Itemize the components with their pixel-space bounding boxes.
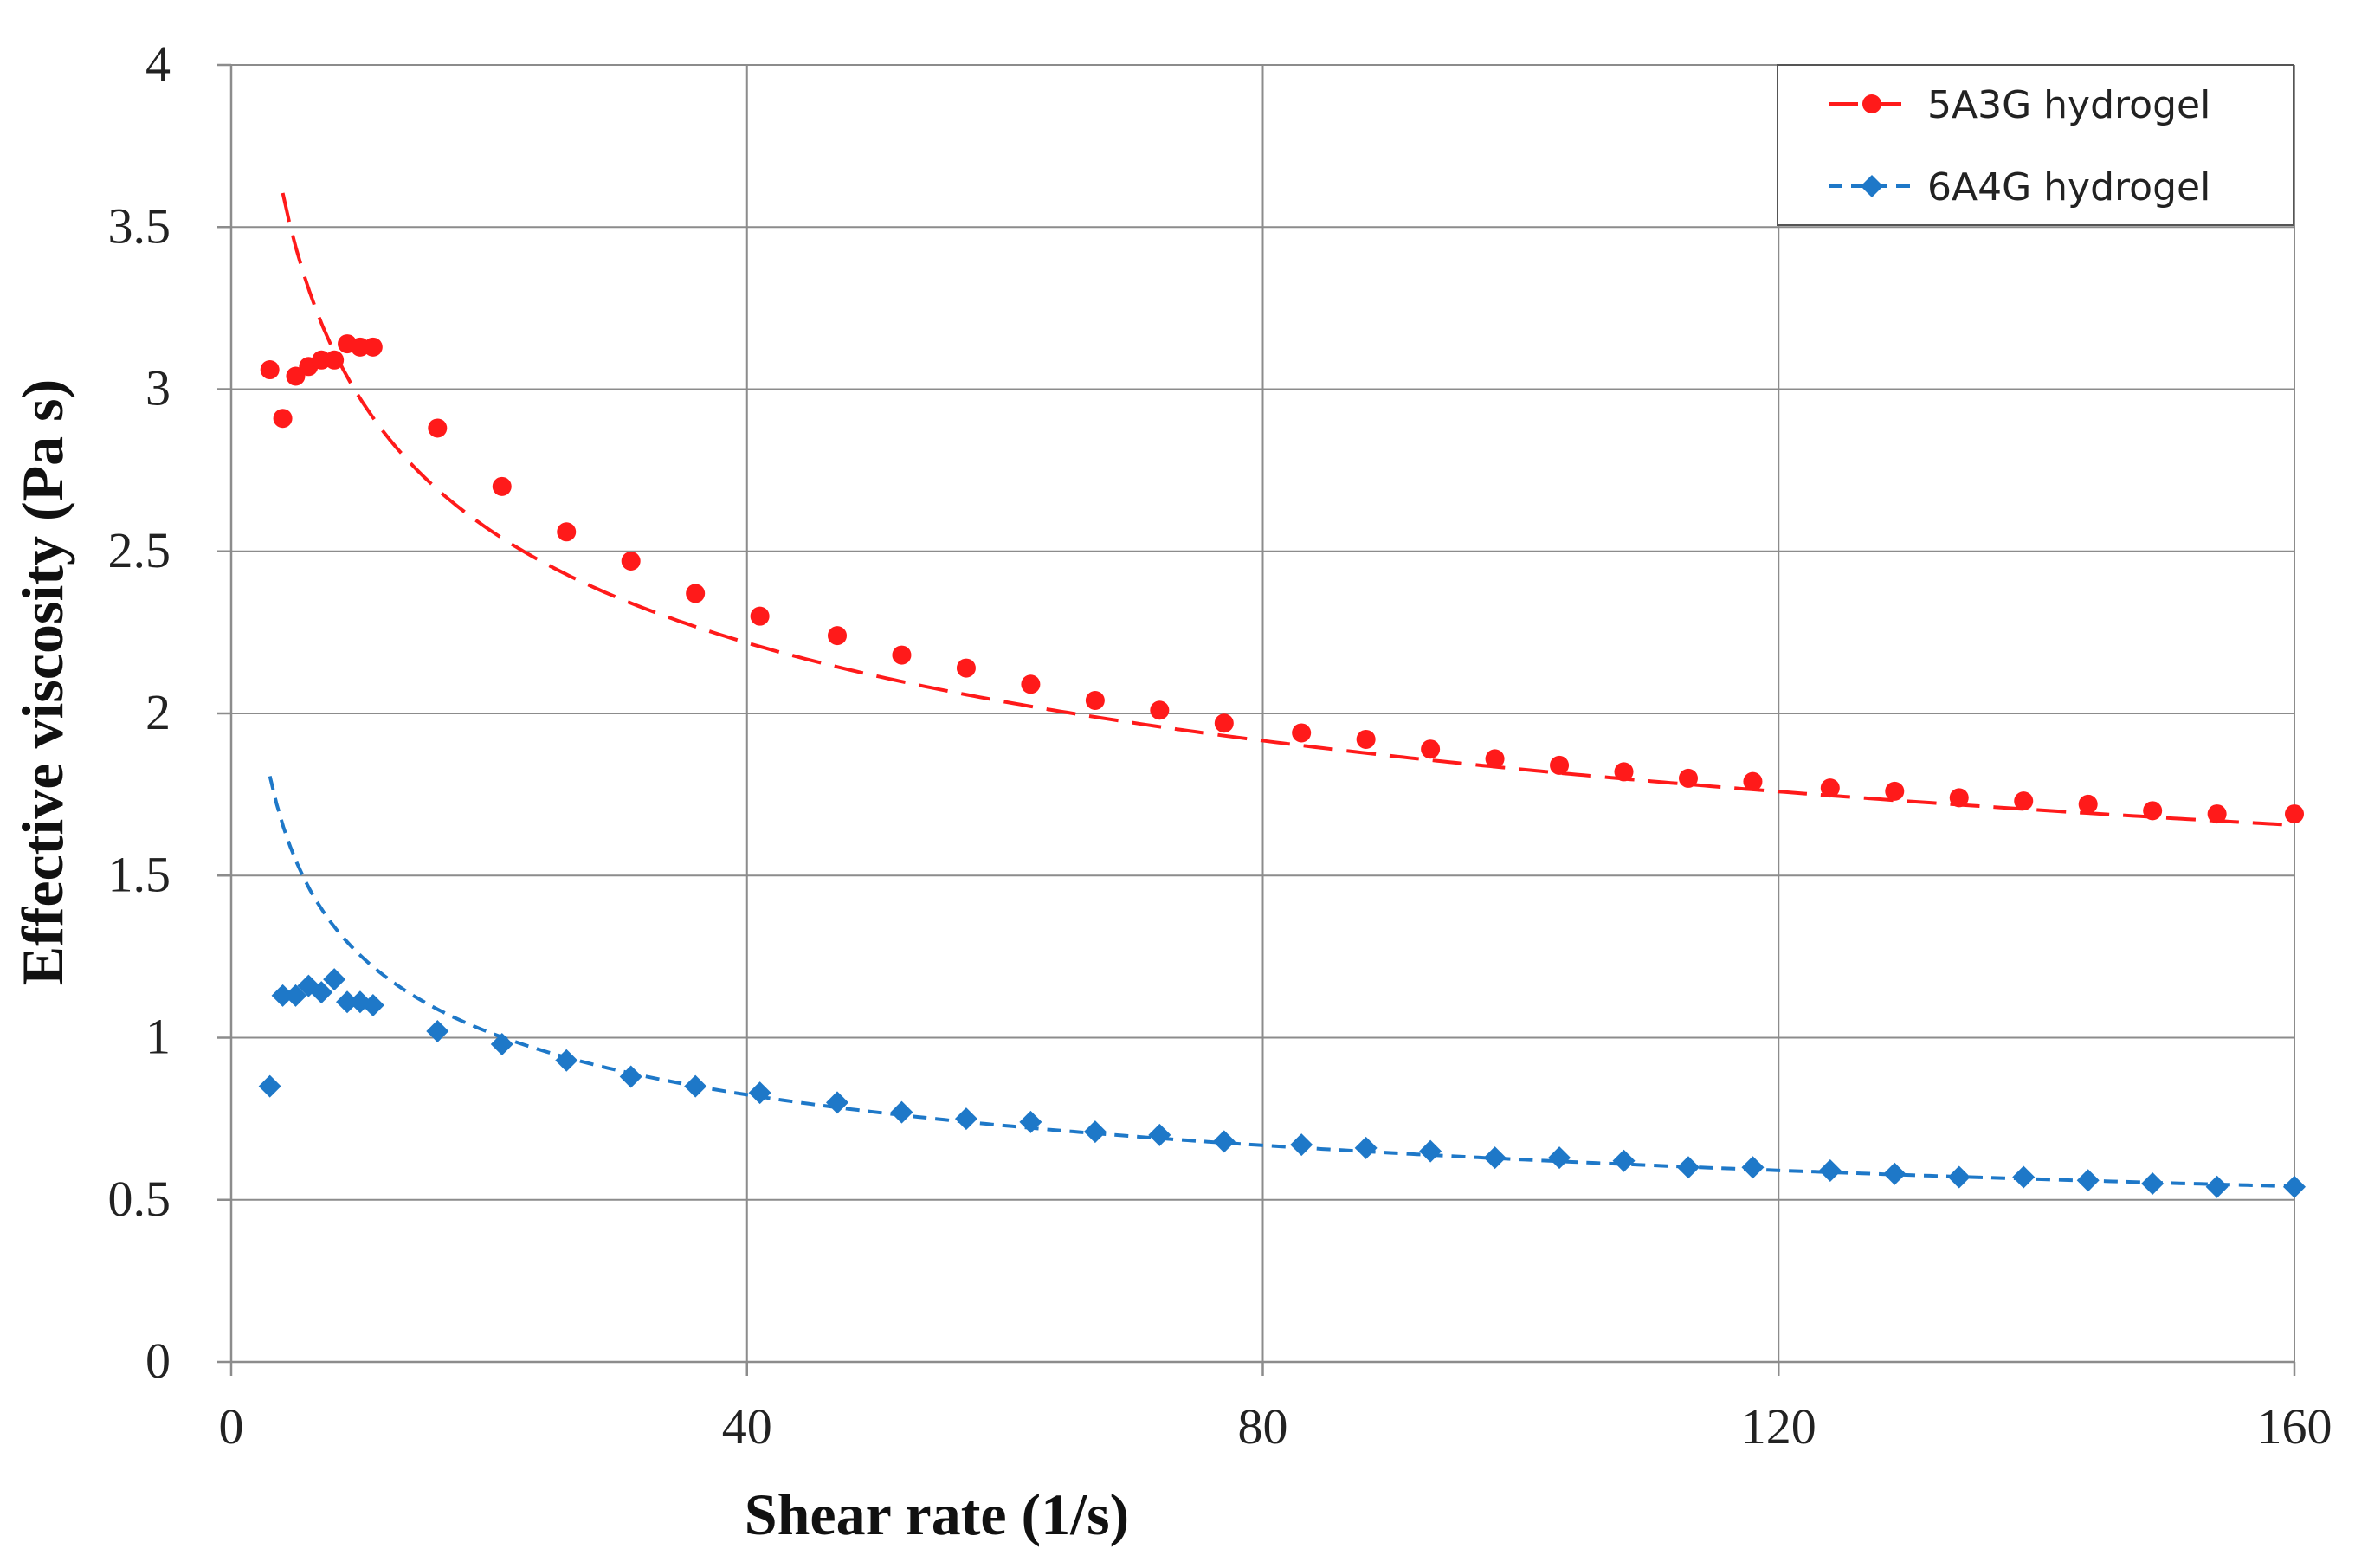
y-tick-label: 1 bbox=[145, 1009, 171, 1065]
6a4g-hydrogel-point bbox=[1548, 1146, 1571, 1170]
6a4g-hydrogel-point bbox=[284, 984, 307, 1007]
6a4g-hydrogel-point bbox=[490, 1032, 513, 1055]
5a3g-hydrogel-point bbox=[686, 584, 706, 603]
6a4g-hydrogel-point bbox=[1818, 1159, 1842, 1183]
6a4g-hydrogel-point bbox=[748, 1081, 771, 1105]
data-points bbox=[258, 334, 2306, 1198]
6a4g-hydrogel-point bbox=[2012, 1165, 2036, 1189]
gridlines bbox=[230, 64, 2295, 1363]
5a3g-hydrogel-point bbox=[286, 366, 306, 386]
5a3g-hydrogel-point bbox=[1949, 788, 1969, 808]
6a4g-hydrogel-point bbox=[361, 994, 384, 1017]
y-axis-title: Effective viscosity (Pa s) bbox=[10, 379, 75, 986]
legend: 5A3G hydrogel 6A4G hydrogel bbox=[1777, 64, 2294, 226]
5a3g-hydrogel-point bbox=[2285, 804, 2304, 824]
5a3g-hydrogel-point bbox=[557, 522, 577, 542]
axes bbox=[217, 63, 2296, 1376]
legend-box bbox=[1777, 64, 2294, 226]
6a4g-hydrogel-point bbox=[426, 1020, 449, 1043]
5a3g-hydrogel-point bbox=[260, 360, 280, 380]
6a4g-hydrogel-point bbox=[1947, 1165, 1971, 1189]
y-tick-label: 0.5 bbox=[108, 1171, 171, 1227]
legend-marker-6a4g-hydrogel bbox=[1861, 175, 1883, 197]
x-tick-label: 0 bbox=[219, 1398, 244, 1455]
5a3g-hydrogel-point bbox=[1356, 729, 1376, 749]
5a3g-hydrogel-point bbox=[828, 626, 848, 646]
6a4g-hydrogel-point bbox=[336, 990, 359, 1014]
5a3g-hydrogel-point bbox=[325, 350, 345, 370]
6a4g-hydrogel-point bbox=[271, 984, 294, 1007]
5a3g-hydrogel-point bbox=[956, 658, 976, 678]
5a3g-hydrogel-point bbox=[1292, 723, 1312, 743]
5a3g-hydrogel-point bbox=[2207, 804, 2227, 824]
x-tick-label: 80 bbox=[1238, 1398, 1288, 1455]
6a4g-hydrogel-point bbox=[1354, 1136, 1378, 1159]
5a3g-hydrogel-point bbox=[1614, 762, 1634, 782]
legend-label-5a3g-hydrogel: 5A3G hydrogel bbox=[1927, 83, 2210, 127]
5a3g-hydrogel-point bbox=[1485, 749, 1505, 769]
6a4g-hydrogel-point bbox=[1612, 1149, 1636, 1172]
6a4g-hydrogel-point bbox=[1212, 1130, 1236, 1153]
6a4g-hydrogel-point bbox=[1483, 1146, 1507, 1170]
6a4g-hydrogel-point bbox=[1019, 1110, 1042, 1133]
y-tick-label: 1.5 bbox=[108, 846, 171, 902]
5a3g-hydrogel-point bbox=[1421, 739, 1441, 759]
y-tick-label: 3 bbox=[145, 360, 171, 416]
6a4g-hydrogel-point bbox=[1083, 1120, 1107, 1144]
5a3g-hydrogel-point bbox=[273, 409, 293, 429]
5a3g-hydrogel-point bbox=[1085, 691, 1105, 711]
5a3g-hydrogel-point bbox=[1150, 700, 1170, 720]
6a4g-hydrogel-point bbox=[555, 1049, 578, 1072]
x-tick-label: 40 bbox=[722, 1398, 772, 1455]
x-tick-label: 160 bbox=[2257, 1398, 2332, 1455]
5a3g-hydrogel-point bbox=[2078, 794, 2098, 814]
6a4g-hydrogel-point bbox=[1676, 1156, 1700, 1179]
y-tick-label: 3.5 bbox=[108, 197, 171, 254]
6a4g-hydrogel-point bbox=[310, 981, 333, 1004]
y-tick-label: 2.5 bbox=[108, 522, 171, 578]
5a3g-hydrogel-point bbox=[1885, 781, 1905, 801]
legend-marker-5a3g-hydrogel bbox=[1862, 94, 1881, 113]
6a4g-hydrogel-point bbox=[890, 1100, 913, 1124]
6a4g-hydrogel-point bbox=[2141, 1172, 2165, 1196]
6a4g-hydrogel-point bbox=[1419, 1139, 1442, 1163]
5a3g-hydrogel-point bbox=[621, 551, 641, 571]
6a4g-hydrogel-point bbox=[954, 1107, 977, 1131]
6a4g-hydrogel-point bbox=[826, 1091, 849, 1114]
6a4g-hydrogel-point bbox=[1741, 1156, 1765, 1179]
y-tick-label: 2 bbox=[145, 684, 171, 740]
x-axis-title: Shear rate (1/s) bbox=[745, 1481, 1129, 1547]
5a3g-hydrogel-point bbox=[1550, 755, 1570, 775]
6a4g-hydrogel-point bbox=[684, 1074, 707, 1098]
6a4g-hydrogel-point bbox=[1148, 1123, 1171, 1146]
5a3g-hydrogel-point bbox=[1214, 713, 1234, 733]
5a3g-hydrogel-point bbox=[1021, 674, 1041, 694]
5a3g-hydrogel-point bbox=[892, 645, 912, 665]
5a3g-hydrogel-point bbox=[750, 606, 770, 626]
6a4g-hydrogel-point bbox=[323, 968, 346, 991]
6a4g-hydrogel-point bbox=[619, 1065, 642, 1088]
6a4g-hydrogel-point bbox=[2076, 1169, 2100, 1192]
y-tick-label: 0 bbox=[145, 1332, 171, 1389]
legend-label-6a4g-hydrogel: 6A4G hydrogel bbox=[1927, 165, 2210, 210]
tick-labels: 00.511.522.533.540 40 80 120 160 bbox=[108, 35, 2332, 1455]
5a3g-hydrogel-point bbox=[1820, 778, 1840, 798]
x-tick-label: 120 bbox=[1741, 1398, 1816, 1455]
5a3g-hydrogel-point bbox=[428, 418, 448, 438]
y-tick-label: 4 bbox=[145, 35, 171, 92]
5a3g-hydrogel-point bbox=[492, 476, 512, 496]
5a3g-hydrogel-point bbox=[363, 337, 383, 357]
5a3g-hydrogel-point bbox=[2143, 801, 2163, 821]
6a4g-hydrogel-point bbox=[2283, 1175, 2306, 1198]
5a3g-hydrogel-point bbox=[1743, 771, 1763, 791]
6a4g-hydrogel-point bbox=[258, 1074, 281, 1098]
6a4g-hydrogel-point bbox=[2205, 1175, 2229, 1198]
6a4g-hydrogel-point bbox=[1290, 1133, 1313, 1157]
5a3g-hydrogel-point bbox=[1678, 768, 1698, 788]
5a3g-hydrogel-point bbox=[2014, 791, 2034, 811]
6a4g-hydrogel-point bbox=[1883, 1162, 1907, 1185]
